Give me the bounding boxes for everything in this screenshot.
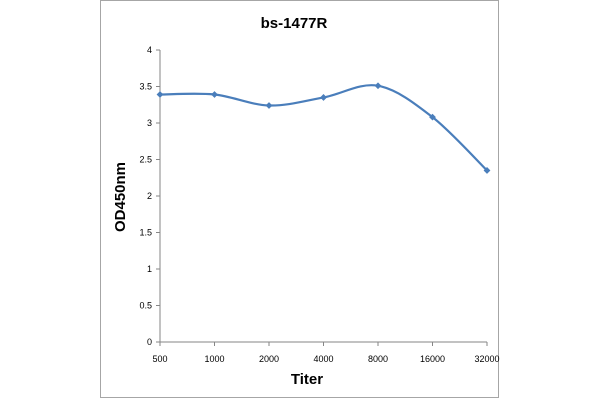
x-axis-label: Titer	[291, 371, 323, 388]
y-tick-label: 1	[147, 264, 152, 274]
data-point-marker	[211, 91, 218, 98]
y-tick-label: 1.5	[139, 228, 152, 238]
data-point-marker	[374, 82, 382, 90]
data-point-marker	[483, 167, 491, 174]
data-point-marker	[320, 94, 327, 101]
marker-group	[156, 82, 491, 174]
x-tick-label: 4000	[313, 354, 333, 364]
x-tick-label: 32000	[474, 354, 499, 364]
data-point-marker	[156, 91, 164, 98]
x-tick-label: 8000	[368, 354, 388, 364]
data-point-marker	[265, 102, 273, 109]
y-tick-label: 4	[147, 45, 152, 55]
y-tick-label: 0.5	[139, 301, 152, 311]
x-tick-label: 16000	[420, 354, 445, 364]
y-tick-label: 3.5	[139, 82, 152, 92]
y-axis-label: OD450nm	[112, 162, 129, 232]
y-tick-label: 2	[147, 191, 152, 201]
y-tick-label: 0	[147, 337, 152, 347]
y-tick-label: 3	[147, 118, 152, 128]
data-point-marker	[429, 113, 436, 121]
chart-title: bs-1477R	[261, 15, 328, 32]
x-tick-label: 500	[152, 354, 167, 364]
x-tick-group: 500 1000 2000 4000 8000 16000 32000	[152, 342, 500, 364]
x-tick-label: 2000	[259, 354, 279, 364]
chart-frame	[100, 0, 499, 398]
y-tick-label: 2.5	[139, 155, 152, 165]
x-tick-label: 1000	[204, 354, 224, 364]
y-tick-group: 0 0.5 1 1.5 2 2.5 3 3.5 4	[139, 45, 160, 347]
